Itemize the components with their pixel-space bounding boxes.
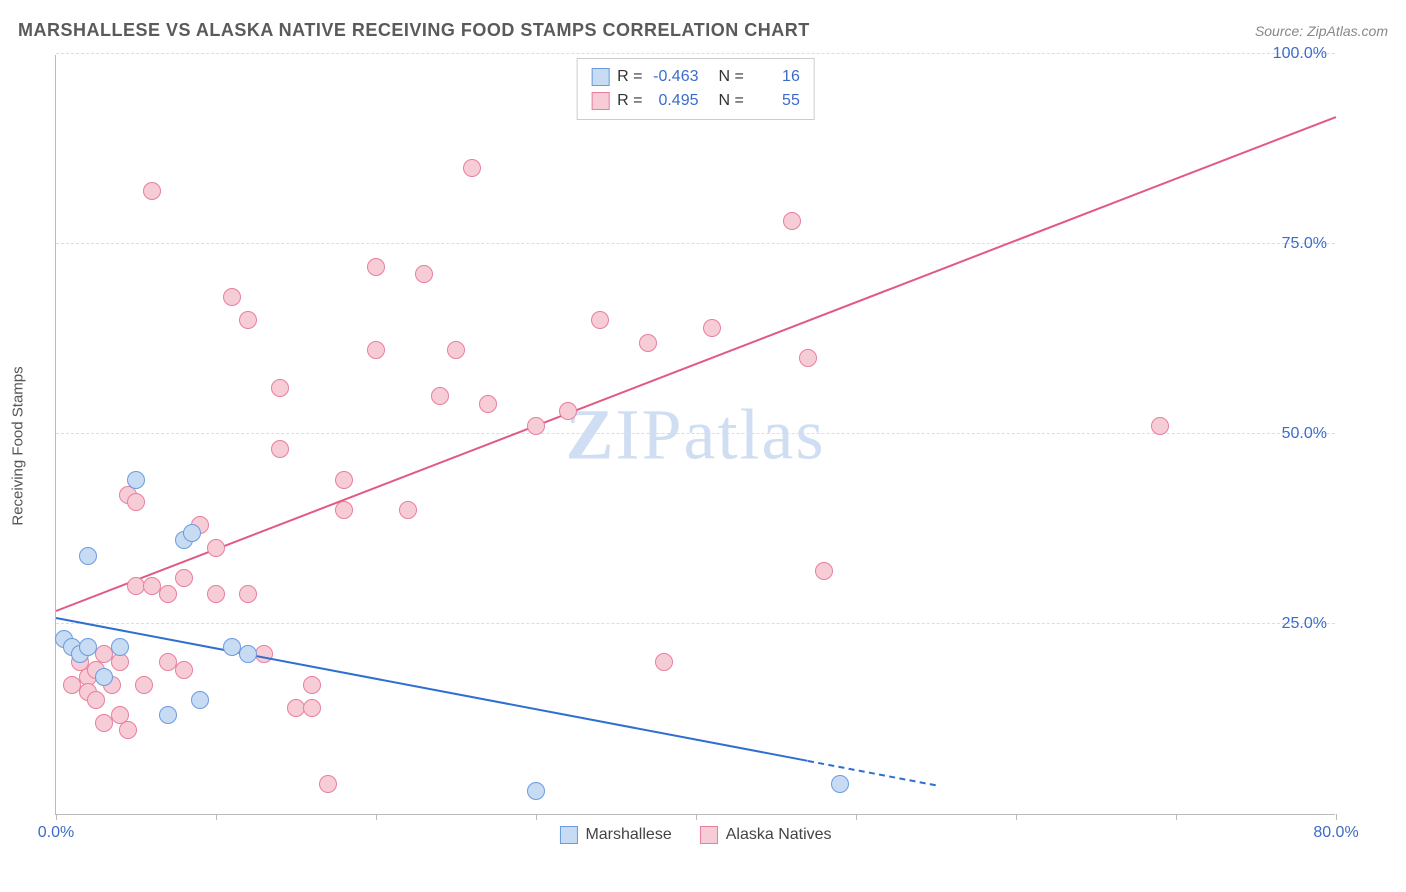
x-tick-mark <box>1016 814 1017 820</box>
chart-header: MARSHALLESE VS ALASKA NATIVE RECEIVING F… <box>18 20 1388 41</box>
grid-line <box>56 53 1335 54</box>
y-tick-label: 75.0% <box>1282 235 1327 253</box>
data-point <box>127 493 145 511</box>
data-point <box>831 775 849 793</box>
data-point <box>223 288 241 306</box>
x-tick-mark <box>376 814 377 820</box>
stats-n-value: 55 <box>752 89 800 113</box>
data-point <box>591 311 609 329</box>
trend-line <box>56 116 1337 612</box>
stats-r-value: 0.495 <box>651 89 699 113</box>
data-point <box>183 524 201 542</box>
legend-item: Alaska Natives <box>700 826 832 844</box>
data-point <box>159 585 177 603</box>
grid-line <box>56 433 1335 434</box>
legend-item: Marshallese <box>559 826 671 844</box>
data-point <box>87 691 105 709</box>
stats-n-label: N = <box>719 89 744 113</box>
data-point <box>175 569 193 587</box>
data-point <box>463 159 481 177</box>
data-point <box>783 212 801 230</box>
data-point <box>271 379 289 397</box>
data-point <box>639 334 657 352</box>
data-point <box>303 676 321 694</box>
x-tick-mark <box>1176 814 1177 820</box>
stats-n-label: N = <box>719 65 744 89</box>
data-point <box>431 387 449 405</box>
data-point <box>367 341 385 359</box>
stats-row: R = 0.495 N = 55 <box>591 89 800 113</box>
data-point <box>335 501 353 519</box>
grid-line <box>56 623 1335 624</box>
data-point <box>815 562 833 580</box>
y-axis-label: Receiving Food Stamps <box>10 366 27 525</box>
data-point <box>271 440 289 458</box>
y-tick-label: 50.0% <box>1282 425 1327 443</box>
trend-line <box>808 760 936 786</box>
data-point <box>143 182 161 200</box>
stats-box: R = -0.463 N = 16 R = 0.495 N = 55 <box>576 58 815 120</box>
data-point <box>127 471 145 489</box>
stats-r-value: -0.463 <box>651 65 699 89</box>
data-point <box>447 341 465 359</box>
data-point <box>79 638 97 656</box>
data-point <box>527 417 545 435</box>
data-point <box>111 638 129 656</box>
x-tick-mark <box>696 814 697 820</box>
legend-swatch <box>700 826 718 844</box>
data-point <box>335 471 353 489</box>
data-point <box>191 691 209 709</box>
data-point <box>79 547 97 565</box>
data-point <box>135 676 153 694</box>
stats-row: R = -0.463 N = 16 <box>591 65 800 89</box>
data-point <box>415 265 433 283</box>
data-point <box>303 699 321 717</box>
y-tick-label: 25.0% <box>1282 615 1327 633</box>
data-point <box>399 501 417 519</box>
y-tick-label: 100.0% <box>1273 45 1327 63</box>
data-point <box>95 668 113 686</box>
chart-source: Source: ZipAtlas.com <box>1255 23 1388 39</box>
data-point <box>239 311 257 329</box>
data-point <box>527 782 545 800</box>
data-point <box>239 585 257 603</box>
data-point <box>1151 417 1169 435</box>
data-point <box>239 645 257 663</box>
data-point <box>159 706 177 724</box>
x-tick-mark <box>1336 814 1337 820</box>
data-point <box>479 395 497 413</box>
legend-label: Alaska Natives <box>726 826 832 844</box>
stats-swatch <box>591 92 609 110</box>
x-tick-label: 80.0% <box>1313 824 1358 842</box>
grid-line <box>56 243 1335 244</box>
data-point <box>655 653 673 671</box>
data-point <box>207 539 225 557</box>
data-point <box>175 661 193 679</box>
data-point <box>319 775 337 793</box>
stats-swatch <box>591 68 609 86</box>
x-tick-mark <box>856 814 857 820</box>
data-point <box>367 258 385 276</box>
chart-title: MARSHALLESE VS ALASKA NATIVE RECEIVING F… <box>18 20 810 41</box>
x-tick-mark <box>536 814 537 820</box>
x-tick-label: 0.0% <box>38 824 74 842</box>
legend-label: Marshallese <box>585 826 671 844</box>
data-point <box>559 402 577 420</box>
stats-r-label: R = <box>617 65 642 89</box>
legend-swatch <box>559 826 577 844</box>
trend-line <box>56 617 808 762</box>
data-point <box>799 349 817 367</box>
chart-legend: Marshallese Alaska Natives <box>559 826 831 844</box>
data-point <box>207 585 225 603</box>
stats-n-value: 16 <box>752 65 800 89</box>
watermark: ZIPatlas <box>565 393 825 476</box>
stats-r-label: R = <box>617 89 642 113</box>
data-point <box>119 721 137 739</box>
scatter-chart: ZIPatlas R =-0.463N =16R =0.495N =55 Mar… <box>55 55 1335 815</box>
x-tick-mark <box>56 814 57 820</box>
x-tick-mark <box>216 814 217 820</box>
data-point <box>703 319 721 337</box>
